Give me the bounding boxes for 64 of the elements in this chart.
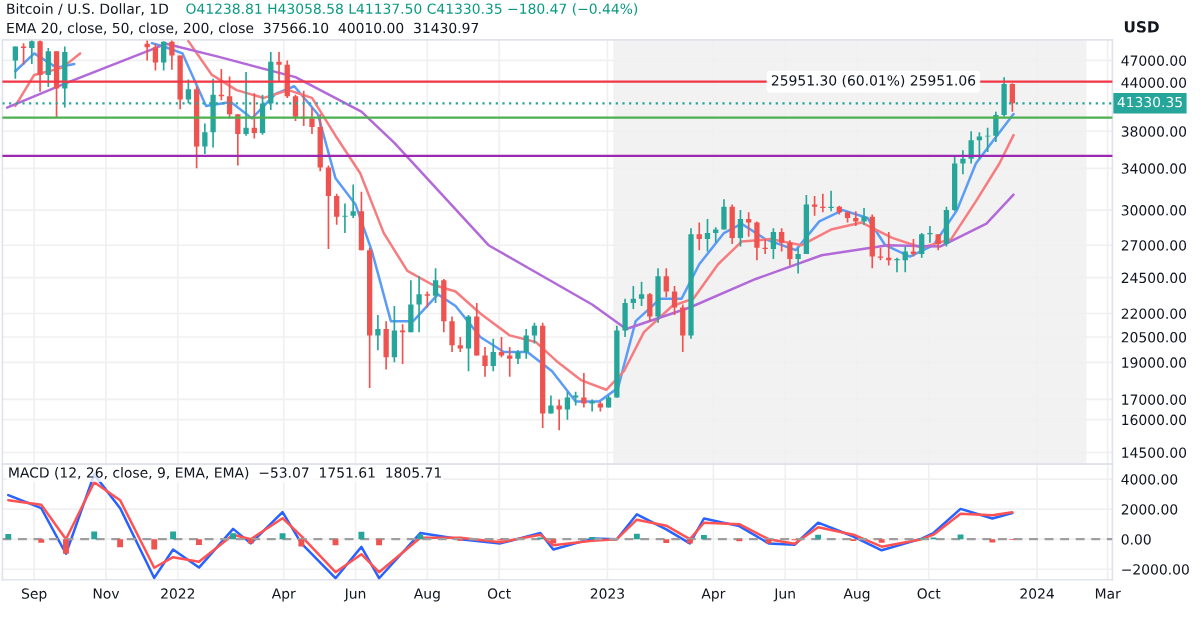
candlestick — [828, 189, 834, 213]
candlestick — [754, 220, 760, 262]
candlestick — [416, 275, 422, 334]
candlestick — [424, 290, 430, 309]
candlestick — [276, 51, 282, 82]
candlestick — [350, 183, 356, 219]
line-series — [5, 42, 1015, 331]
candlestick — [869, 213, 875, 270]
candlestick — [589, 398, 595, 413]
candlestick — [29, 39, 35, 65]
candlestick — [737, 209, 744, 248]
candlestick — [556, 398, 562, 432]
candlestick — [943, 205, 950, 248]
candlestick — [787, 239, 793, 267]
candlestick — [746, 211, 752, 238]
candlestick — [432, 267, 439, 304]
candlestick — [770, 227, 777, 260]
candlestick — [375, 314, 381, 352]
candlestick — [993, 110, 999, 143]
candlestick — [680, 303, 686, 353]
candlestick — [696, 221, 702, 252]
candlestick — [984, 126, 991, 153]
candlestick — [663, 267, 669, 299]
candlestick — [523, 328, 529, 360]
candlestick — [729, 203, 735, 245]
candlestick — [474, 302, 480, 357]
candlestick — [721, 198, 727, 231]
candlestick — [1009, 82, 1015, 113]
candlestick — [778, 227, 785, 253]
candlestick — [507, 346, 513, 378]
candlestick — [655, 267, 661, 324]
candlestick — [408, 279, 414, 334]
candlestick — [45, 47, 51, 88]
candlestick — [169, 39, 175, 71]
candlestick — [161, 40, 167, 72]
candlestick — [861, 207, 867, 226]
candlestick — [441, 278, 447, 334]
candlestick — [919, 232, 925, 259]
candlestick — [202, 122, 208, 155]
candlestick — [358, 190, 365, 252]
candlestick — [449, 315, 455, 353]
candlestick — [927, 225, 933, 244]
candlestick — [960, 149, 966, 176]
candlestick — [342, 202, 348, 234]
candlestick — [482, 346, 488, 378]
candlestick — [152, 42, 159, 72]
candlestick — [952, 155, 958, 213]
candlestick — [902, 245, 908, 274]
candlestick — [37, 39, 43, 93]
candlestick — [383, 320, 389, 371]
candlestick — [564, 390, 571, 421]
candlestick — [581, 372, 587, 409]
candlestick — [795, 246, 801, 275]
candlestick — [465, 314, 472, 373]
candlestick — [647, 292, 653, 322]
candlestick — [638, 280, 645, 307]
candlestick — [334, 192, 340, 226]
candlestick — [391, 305, 398, 364]
candlestick — [704, 218, 711, 253]
candlestick — [53, 50, 60, 119]
candlestick — [309, 106, 315, 135]
candlestick — [622, 297, 628, 338]
candlestick — [325, 164, 332, 250]
candlestick — [490, 337, 496, 373]
